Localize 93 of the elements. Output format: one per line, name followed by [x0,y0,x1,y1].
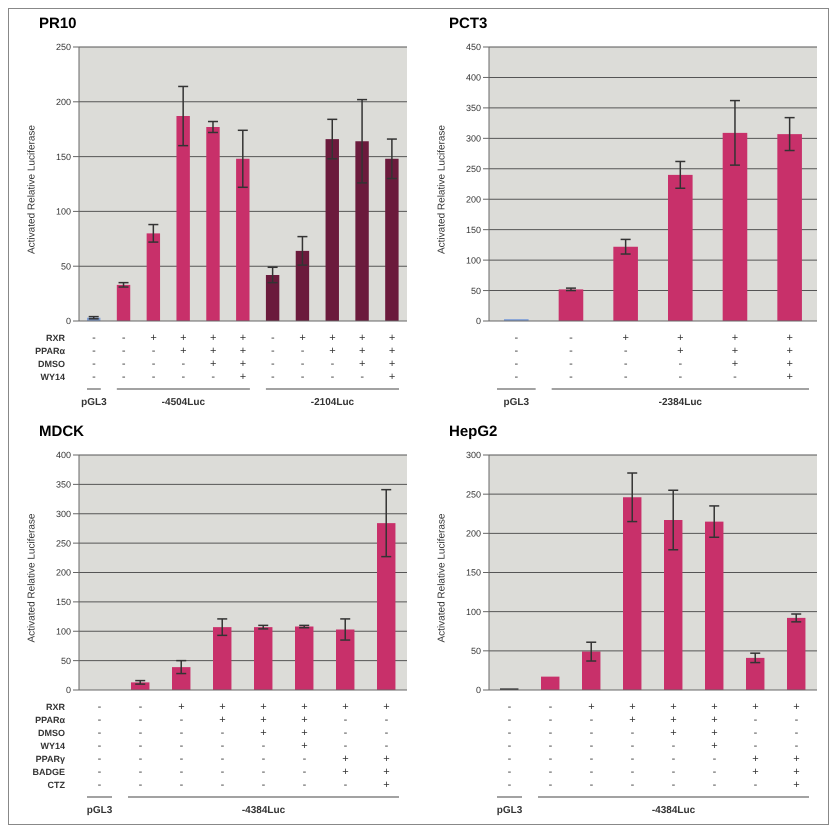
x-tick-label: + - - - [299,332,306,383]
y-axis-title: Activated Relative Luciferase [436,124,448,254]
y-axis-title: Activated Relative Luciferase [26,513,38,642]
text: DMSO [38,728,65,738]
x-tick-label: + + + - - - - [260,701,267,791]
y-tick-label: 300 [466,134,481,144]
x-tick-label: - - - - [92,332,96,383]
text: PPARα [35,715,66,725]
y-tick-label: 50 [470,646,481,656]
text: pGL3 [86,805,113,816]
x-tick-label: - - - - - - - [508,701,512,791]
x-tick-label: + + + + [388,332,396,383]
y-tick-label: 250 [466,489,481,500]
y-tick-label: 100 [56,626,71,636]
y-tick-label: 400 [466,72,481,83]
y-tick-label: 50 [60,261,71,272]
y-axis-title: Activated Relative Luciferase [26,124,38,254]
x-tick-label: + - - - - - - [178,701,185,791]
text: pGL3 [504,397,530,408]
y-tick-label: 100 [466,606,481,617]
y-tick-label: 0 [66,685,71,696]
text: WY14 [40,741,65,751]
y-tick-label: 250 [56,42,71,52]
text: CTZ [48,780,66,790]
text: RXR [46,702,66,712]
x-tick-label: + + - - [677,332,684,383]
y-tick-label: 50 [470,286,481,296]
y-tick-label: 0 [476,316,481,326]
x-tick-label: + - - - [150,332,157,383]
y-tick-label: 350 [56,480,71,490]
chart-title: PCT3 [449,15,488,32]
text: WY14 [40,372,65,382]
x-tick-label: + + - - [329,332,336,383]
y-tick-label: 200 [466,528,481,539]
text: pGL3 [496,805,523,816]
x-tick-label: + + - - - - - [219,701,226,791]
y-tick-label: 200 [56,568,71,578]
chart-title: PR10 [39,15,77,32]
y-tick-label: 150 [466,568,481,578]
text: -4384Luc [652,805,696,816]
text: -4504Luc [162,397,206,408]
x-tick-label: + + - - [180,332,187,383]
y-tick-label: 0 [66,316,71,326]
y-tick-label: 100 [56,206,71,217]
x-tick-label: + - - - + + - [342,701,349,791]
x-tick-label: + + - - - - - [629,701,636,791]
text: pGL3 [81,397,108,408]
text: PPARγ [36,754,65,764]
text: RXR [46,333,66,343]
y-tick-label: 400 [56,450,71,460]
x-tick-label: - - - - [569,332,574,383]
y-tick-label: 250 [466,164,481,174]
y-tick-label: 0 [476,685,481,696]
x-tick-label: + + + - [210,332,216,383]
x-tick-label: + - - - + + + [793,701,800,791]
x-tick-label: - - - - [270,332,275,383]
x-tick-label: + + + + [240,332,246,383]
y-axis-title: Activated Relative Luciferase [436,513,448,642]
y-tick-label: 300 [466,450,481,460]
x-tick-label: + + + + - - - [711,701,718,791]
y-tick-label: 150 [56,152,71,162]
chart-title: HepG2 [449,423,498,440]
text: -2104Luc [310,397,355,408]
x-tick-label: - - - - - - - [98,701,102,791]
x-tick-label: + - - - [622,332,629,383]
y-tick-label: 50 [60,656,71,666]
y-tick-label: 250 [56,538,71,548]
y-tick-label: 150 [56,597,71,608]
text: DMSO [38,359,65,369]
x-tick-label: + - - - + + + [383,701,390,791]
x-tick-label: + + + + - - - [301,701,308,791]
y-tick-label: 350 [466,103,481,114]
x-tick-label: - - - - - - - [138,701,143,791]
chart-title: MDCK [39,423,84,440]
text: -4384Luc [242,805,286,816]
x-tick-label: - - - - [122,332,126,383]
x-tick-label: + + + + [786,332,793,383]
x-tick-label: - - - - [514,332,518,383]
y-tick-label: 150 [466,224,481,235]
y-tick-label: 200 [466,194,481,204]
x-tick-label: + + + - [359,332,366,383]
text: PPARα [35,346,66,356]
y-tick-label: 200 [56,96,71,107]
y-tick-label: 450 [466,42,481,52]
x-tick-label: + + + - [732,332,738,383]
y-tick-label: 100 [466,255,481,266]
x-tick-label: + - - - + + - [752,701,759,791]
x-tick-label: - - - - - - - [548,701,553,791]
text: -2384Luc [658,397,702,408]
x-tick-label: + + + - - - - [670,701,677,791]
y-tick-label: 300 [56,508,71,519]
text: BADGE [32,767,65,777]
x-tick-label: + - - - - - - [588,701,595,791]
